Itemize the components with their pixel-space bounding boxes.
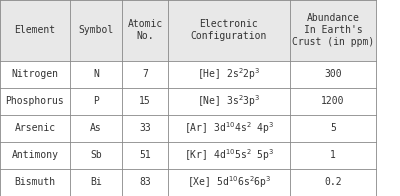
Bar <box>122 88 168 115</box>
Bar <box>168 61 290 88</box>
Bar <box>70 61 122 88</box>
Text: 5: 5 <box>330 123 336 133</box>
Text: [Ar] 3d$^{10}$4s$^2$ 4p$^3$: [Ar] 3d$^{10}$4s$^2$ 4p$^3$ <box>184 121 274 136</box>
Text: P: P <box>93 96 99 106</box>
Text: Symbol: Symbol <box>78 25 114 35</box>
Bar <box>70 142 122 169</box>
Bar <box>122 169 168 196</box>
Bar <box>0 169 70 196</box>
Bar <box>70 88 122 115</box>
Text: Sb: Sb <box>90 150 102 161</box>
Text: 51: 51 <box>139 150 151 161</box>
Bar <box>122 0 168 61</box>
Bar <box>0 115 70 142</box>
Text: 15: 15 <box>139 96 151 106</box>
Text: 1200: 1200 <box>321 96 345 106</box>
Text: 33: 33 <box>139 123 151 133</box>
Bar <box>290 61 376 88</box>
Text: [Ne] 3s$^2$3p$^3$: [Ne] 3s$^2$3p$^3$ <box>197 93 261 109</box>
Text: As: As <box>90 123 102 133</box>
Bar <box>290 142 376 169</box>
Bar <box>290 169 376 196</box>
Bar <box>168 169 290 196</box>
Text: Abundance
In Earth's
Crust (in ppm): Abundance In Earth's Crust (in ppm) <box>292 13 374 47</box>
Text: 83: 83 <box>139 177 151 188</box>
Text: Electronic
Configuration: Electronic Configuration <box>191 19 267 41</box>
Text: Nitrogen: Nitrogen <box>12 69 58 79</box>
Bar <box>290 0 376 61</box>
Bar <box>0 0 70 61</box>
Bar <box>168 142 290 169</box>
Bar <box>122 61 168 88</box>
Text: Antimony: Antimony <box>12 150 58 161</box>
Text: Phosphorus: Phosphorus <box>6 96 64 106</box>
Text: Bismuth: Bismuth <box>14 177 56 188</box>
Bar <box>168 0 290 61</box>
Bar <box>122 142 168 169</box>
Text: [He] 2s$^2$2p$^3$: [He] 2s$^2$2p$^3$ <box>197 66 261 82</box>
Text: Atomic
No.: Atomic No. <box>127 19 163 41</box>
Text: [Kr] 4d$^{10}$5s$^2$ 5p$^3$: [Kr] 4d$^{10}$5s$^2$ 5p$^3$ <box>184 148 274 163</box>
Bar <box>290 115 376 142</box>
Bar <box>0 142 70 169</box>
Text: 7: 7 <box>142 69 148 79</box>
Bar <box>290 88 376 115</box>
Bar <box>168 88 290 115</box>
Text: 1: 1 <box>330 150 336 161</box>
Text: 300: 300 <box>324 69 342 79</box>
Text: 0.2: 0.2 <box>324 177 342 188</box>
Bar <box>70 0 122 61</box>
Text: Arsenic: Arsenic <box>14 123 56 133</box>
Text: Element: Element <box>14 25 56 35</box>
Bar <box>0 61 70 88</box>
Bar <box>122 115 168 142</box>
Bar <box>168 115 290 142</box>
Text: N: N <box>93 69 99 79</box>
Bar <box>70 115 122 142</box>
Text: [Xe] 5d$^{10}$6s$^2$6p$^3$: [Xe] 5d$^{10}$6s$^2$6p$^3$ <box>187 175 271 190</box>
Bar <box>70 169 122 196</box>
Text: Bi: Bi <box>90 177 102 188</box>
Bar <box>0 88 70 115</box>
